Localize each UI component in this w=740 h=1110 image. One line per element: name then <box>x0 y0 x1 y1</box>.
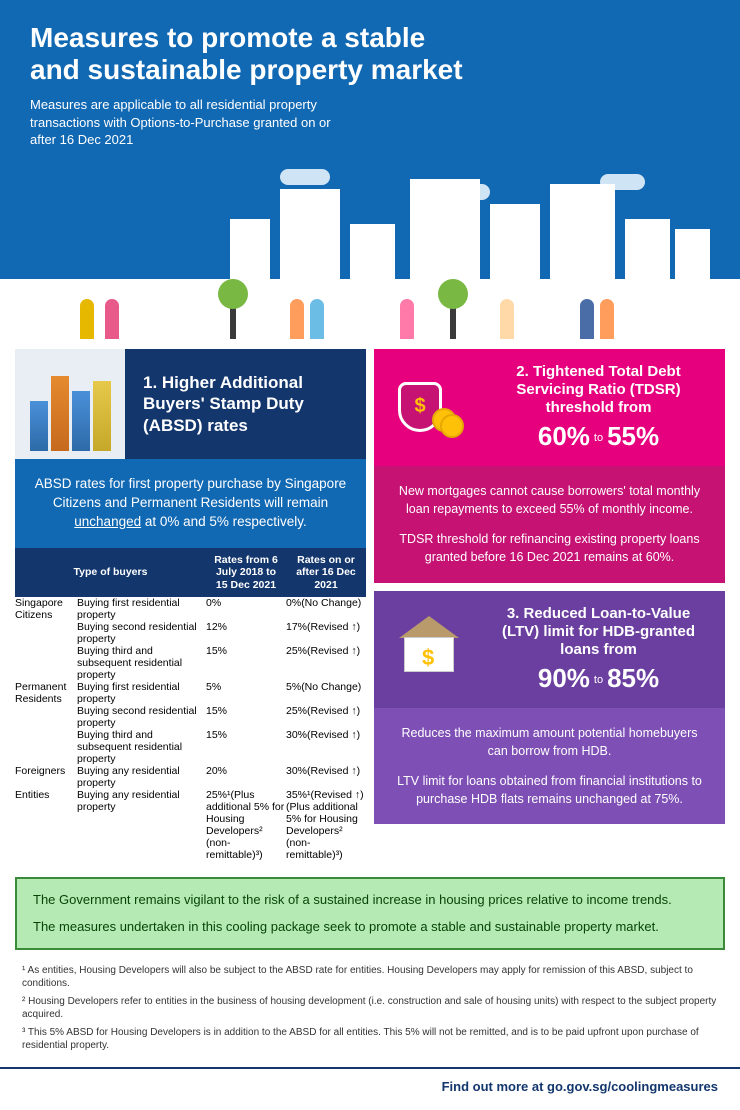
old-rate: 12% <box>206 621 286 645</box>
buyer-category: Entities <box>15 789 77 861</box>
footnote-3: ³ This 5% ABSD for Housing Developers is… <box>22 1026 718 1053</box>
page-subtitle: Measures are applicable to all residenti… <box>30 96 360 149</box>
title-line1: Measures to promote a stable <box>30 22 425 53</box>
card3-p1: Reduces the maximum amount potential hom… <box>394 724 705 760</box>
new-rate: 35%¹(Revised ↑)(Plus additional 5% for H… <box>286 789 366 861</box>
footnotes: ¹ As entities, Housing Developers will a… <box>0 956 740 1067</box>
th-type: Type of buyers <box>15 548 206 598</box>
old-rate: 15% <box>206 705 286 729</box>
main-content: 1. Higher Additional Buyers' Stamp Duty … <box>0 339 740 871</box>
row-desc: Buying second residential property <box>77 621 206 645</box>
row-desc: Buying first residential property <box>77 681 206 705</box>
buyer-category: Singapore Citizens <box>15 597 77 681</box>
card3-title: 3. Reduced Loan-to-Value (LTV) limit for… <box>490 605 707 659</box>
card2-p1: New mortgages cannot cause borrowers' to… <box>394 482 705 518</box>
footer-link: Find out more at go.gov.sg/coolingmeasur… <box>0 1067 740 1110</box>
card3-header: $ 3. Reduced Loan-to-Value (LTV) limit f… <box>374 591 725 708</box>
card1-title: 1. Higher Additional Buyers' Stamp Duty … <box>125 349 366 459</box>
old-rate: 25%¹(Plus additional 5% for Housing Deve… <box>206 789 286 861</box>
row-desc: Buying third and subsequent residential … <box>77 729 206 765</box>
old-rate: 15% <box>206 645 286 681</box>
summary-p1: The Government remains vigilant to the r… <box>33 891 707 909</box>
row-desc: Buying any residential property <box>77 789 206 861</box>
footnote-2: ² Housing Developers refer to entities i… <box>22 995 718 1022</box>
card3-values: 90%to85% <box>490 663 707 694</box>
new-rate: 30%(Revised ↑) <box>286 765 366 789</box>
right-column: $ 2. Tightened Total Debt Servicing Rati… <box>374 349 725 861</box>
card2-title: 2. Tightened Total Debt Servicing Ratio … <box>490 363 707 417</box>
buyer-category: Foreigners <box>15 765 77 789</box>
footnote-1: ¹ As entities, Housing Developers will a… <box>22 964 718 991</box>
new-rate: 25%(Revised ↑) <box>286 705 366 729</box>
old-rate: 15% <box>206 729 286 765</box>
card1-body: ABSD rates for first property purchase b… <box>15 459 366 548</box>
buildings-icon <box>15 349 125 459</box>
table-header: Type of buyers Rates from 6 July 2018 to… <box>15 548 366 598</box>
buyer-category: Permanent Residents <box>15 681 77 765</box>
new-rate: 30%(Revised ↑) <box>286 729 366 765</box>
new-rate: 17%(Revised ↑) <box>286 621 366 645</box>
th-old-rates: Rates from 6 July 2018 to 15 Dec 2021 <box>206 548 286 598</box>
old-rate: 0% <box>206 597 286 621</box>
card2-header: $ 2. Tightened Total Debt Servicing Rati… <box>374 349 725 466</box>
title-line2: and sustainable property market <box>30 54 463 85</box>
card2-body: New mortgages cannot cause borrowers' to… <box>374 466 725 583</box>
card1-header: 1. Higher Additional Buyers' Stamp Duty … <box>15 349 366 459</box>
old-rate: 5% <box>206 681 286 705</box>
card3-p2: LTV limit for loans obtained from financ… <box>394 772 705 808</box>
card2-p2: TDSR threshold for refinancing existing … <box>394 530 705 566</box>
new-rate: 0%(No Change) <box>286 597 366 621</box>
row-desc: Buying any residential property <box>77 765 206 789</box>
th-new-rates: Rates on or after 16 Dec 2021 <box>286 548 366 598</box>
row-desc: Buying second residential property <box>77 705 206 729</box>
shield-coins-icon: $ <box>374 349 484 466</box>
house-dollar-icon: $ <box>374 591 484 708</box>
hero: Measures to promote a stable and sustain… <box>0 0 740 279</box>
skyline-illustration <box>30 159 710 279</box>
left-column: 1. Higher Additional Buyers' Stamp Duty … <box>15 349 366 861</box>
row-desc: Buying first residential property <box>77 597 206 621</box>
new-rate: 5%(No Change) <box>286 681 366 705</box>
summary-p2: The measures undertaken in this cooling … <box>33 918 707 936</box>
old-rate: 20% <box>206 765 286 789</box>
card3-body: Reduces the maximum amount potential hom… <box>374 708 725 825</box>
infographic-page: Measures to promote a stable and sustain… <box>0 0 740 1110</box>
row-desc: Buying third and subsequent residential … <box>77 645 206 681</box>
people-illustration <box>0 279 740 339</box>
table-body: Singapore CitizensBuying first residenti… <box>15 597 366 861</box>
page-title: Measures to promote a stable and sustain… <box>30 22 710 86</box>
absd-table: Type of buyers Rates from 6 July 2018 to… <box>15 548 366 862</box>
new-rate: 25%(Revised ↑) <box>286 645 366 681</box>
card2-values: 60%to55% <box>490 421 707 452</box>
summary-box: The Government remains vigilant to the r… <box>15 877 725 949</box>
